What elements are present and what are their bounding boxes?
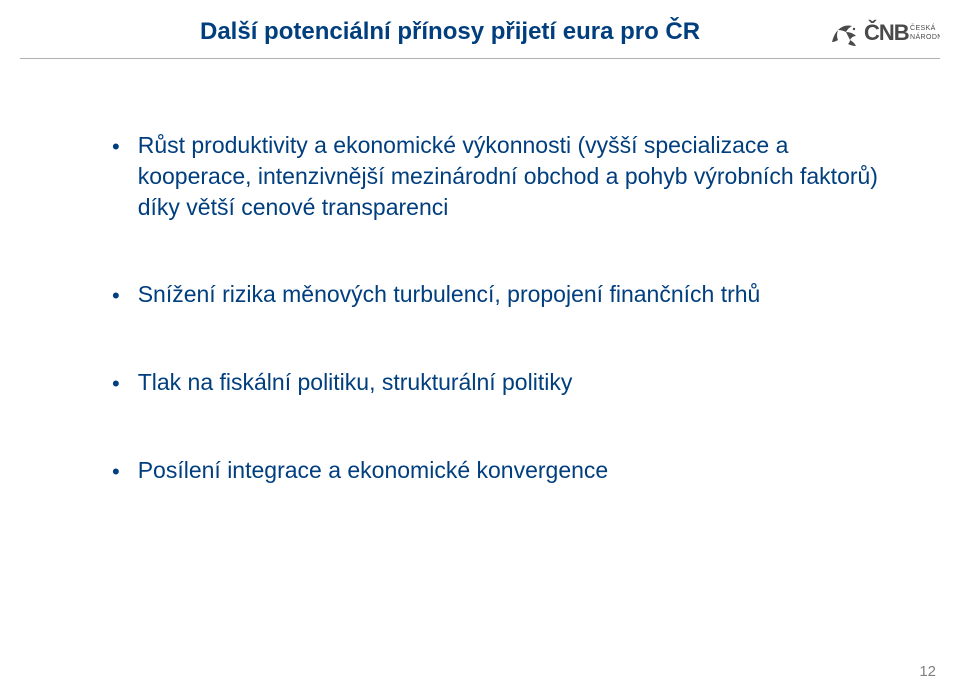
slide-body: • Růst produktivity a ekonomické výkonno… (112, 130, 900, 542)
bullet-text: Snížení rizika měnových turbulencí, prop… (138, 279, 900, 310)
slide-title: Další potenciální přínosy přijetí eura p… (200, 18, 700, 46)
bullet-item: • Růst produktivity a ekonomické výkonno… (112, 130, 900, 223)
bullet-item: • Posílení integrace a ekonomické konver… (112, 455, 900, 487)
bullet-dot-icon: • (112, 281, 120, 311)
header: Další potenciální přínosy přijetí eura p… (0, 14, 960, 62)
header-divider (20, 58, 940, 59)
bullet-text: Posílení integrace a ekonomické konverge… (138, 455, 900, 486)
bullet-text: Tlak na fiskální politiku, strukturální … (138, 367, 900, 398)
cnb-logo-svg: ČNB ČESKÁ NÁRODNÍ BANKA (830, 14, 940, 54)
slide: Další potenciální přínosy přijetí eura p… (0, 0, 960, 696)
page-number: 12 (919, 663, 936, 680)
logo-main-text: ČNB (864, 20, 909, 45)
cnb-logo: ČNB ČESKÁ NÁRODNÍ BANKA (830, 14, 940, 59)
logo-sub2-text: NÁRODNÍ BANKA (910, 32, 940, 41)
bullet-dot-icon: • (112, 132, 120, 162)
logo-sub1-text: ČESKÁ (910, 23, 936, 32)
bullet-text: Růst produktivity a ekonomické výkonnost… (138, 130, 900, 223)
bullet-dot-icon: • (112, 369, 120, 399)
bullet-item: • Snížení rizika měnových turbulencí, pr… (112, 279, 900, 311)
bullet-dot-icon: • (112, 457, 120, 487)
bullet-item: • Tlak na fiskální politiku, strukturáln… (112, 367, 900, 399)
